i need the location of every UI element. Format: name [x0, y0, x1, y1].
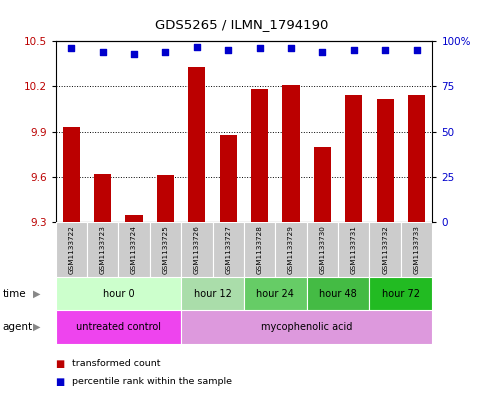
Point [350, 47, 357, 53]
Bar [150, 222, 181, 277]
Bar [369, 277, 432, 310]
Bar [94, 174, 111, 222]
Text: ■: ■ [56, 377, 65, 387]
Text: GSM1133727: GSM1133727 [225, 225, 231, 274]
Text: time: time [2, 289, 26, 299]
Bar [56, 222, 87, 277]
Bar [157, 175, 174, 222]
Point [161, 49, 170, 55]
Text: percentile rank within the sample: percentile rank within the sample [72, 378, 232, 386]
Text: transformed count: transformed count [72, 359, 161, 368]
Bar [408, 95, 425, 222]
Point [319, 49, 327, 55]
Text: hour 12: hour 12 [194, 289, 231, 299]
Text: GSM1133724: GSM1133724 [131, 225, 137, 274]
Text: hour 48: hour 48 [319, 289, 357, 299]
Point [68, 45, 75, 51]
Text: untreated control: untreated control [76, 322, 161, 332]
Bar [118, 222, 150, 277]
Text: GSM1133733: GSM1133733 [413, 225, 420, 274]
Bar [345, 95, 362, 222]
Bar [275, 222, 307, 277]
Text: ▶: ▶ [33, 322, 41, 332]
Text: GSM1133728: GSM1133728 [256, 225, 263, 274]
Text: hour 0: hour 0 [102, 289, 134, 299]
Bar [56, 277, 181, 310]
Point [382, 47, 389, 53]
Text: GSM1133731: GSM1133731 [351, 225, 357, 274]
Bar [56, 310, 181, 344]
Bar [220, 135, 237, 222]
Text: GSM1133732: GSM1133732 [382, 225, 388, 274]
Text: GDS5265 / ILMN_1794190: GDS5265 / ILMN_1794190 [155, 18, 328, 31]
Text: mycophenolic acid: mycophenolic acid [261, 322, 353, 332]
Bar [181, 222, 213, 277]
Point [193, 44, 201, 50]
Text: ▶: ▶ [33, 289, 41, 299]
Bar [126, 215, 142, 222]
Text: hour 24: hour 24 [256, 289, 294, 299]
Point [287, 45, 295, 51]
Bar [401, 222, 432, 277]
Text: GSM1133726: GSM1133726 [194, 225, 200, 274]
Text: GSM1133722: GSM1133722 [68, 225, 74, 274]
Bar [63, 127, 80, 222]
Text: GSM1133730: GSM1133730 [319, 225, 326, 274]
Bar [377, 99, 394, 222]
Bar [181, 310, 432, 344]
Bar [213, 222, 244, 277]
Bar [244, 277, 307, 310]
Bar [283, 85, 299, 222]
Bar [314, 147, 331, 222]
Text: GSM1133723: GSM1133723 [99, 225, 106, 274]
Point [130, 51, 138, 57]
Bar [181, 277, 244, 310]
Bar [87, 222, 118, 277]
Bar [369, 222, 401, 277]
Point [99, 49, 107, 55]
Text: agent: agent [2, 322, 32, 332]
Bar [307, 277, 369, 310]
Bar [188, 67, 205, 222]
Text: ■: ■ [56, 358, 65, 369]
Bar [307, 222, 338, 277]
Text: GSM1133729: GSM1133729 [288, 225, 294, 274]
Bar [251, 90, 268, 222]
Text: GSM1133725: GSM1133725 [162, 225, 169, 274]
Bar [244, 222, 275, 277]
Point [256, 45, 264, 51]
Text: hour 72: hour 72 [382, 289, 420, 299]
Point [412, 47, 420, 53]
Bar [338, 222, 369, 277]
Point [224, 47, 232, 53]
